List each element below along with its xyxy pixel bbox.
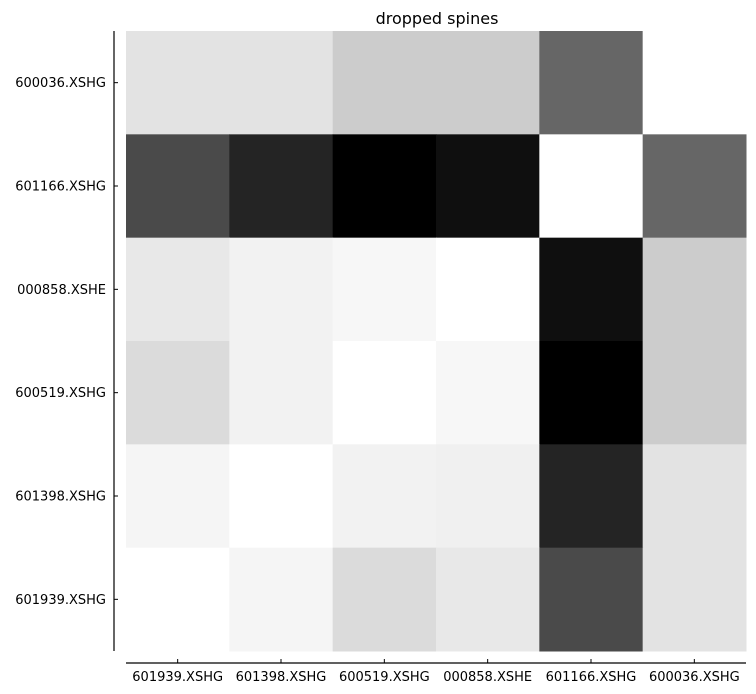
x-tick-label: 601166.XSHG: [546, 670, 637, 685]
x-axis-ticks: 601939.XSHG 601398.XSHG 600519.XSHG 000858.…: [132, 659, 740, 685]
y-tick-label: 600519.XSHG: [15, 386, 106, 401]
heatmap-cells: [126, 31, 747, 652]
chart-title: dropped spines: [376, 9, 499, 28]
heatmap-cell: [539, 444, 644, 549]
heatmap-cell: [126, 547, 230, 652]
heatmap-cell: [229, 341, 334, 445]
heatmap-cell: [332, 547, 437, 652]
y-tick-label: 601398.XSHG: [15, 490, 106, 505]
x-tick-label: 601398.XSHG: [236, 670, 327, 685]
x-tick-label: 600036.XSHG: [649, 670, 740, 685]
heatmap-cell: [436, 444, 540, 549]
heatmap-cell: [642, 444, 747, 549]
heatmap-cell: [642, 237, 747, 342]
heatmap-cell: [539, 134, 644, 239]
heatmap-cell: [229, 237, 334, 342]
heatmap-cell: [229, 134, 334, 239]
x-tick-label: 600519.XSHG: [339, 670, 430, 685]
heatmap-cell: [539, 31, 644, 135]
heatmap-cell: [126, 31, 230, 135]
y-tick-label: 601166.XSHG: [15, 180, 106, 195]
heatmap-cell: [332, 444, 437, 549]
heatmap-cell: [436, 341, 540, 445]
y-tick-label: 000858.XSHE: [17, 283, 106, 298]
heatmap-cell: [539, 341, 644, 445]
y-tick-label: 601939.XSHG: [15, 593, 106, 608]
heatmap-cell: [126, 444, 230, 549]
heatmap-cell: [436, 547, 540, 652]
heatmap-cell: [436, 134, 540, 239]
heatmap-cell: [126, 134, 230, 239]
x-tick-label: 601939.XSHG: [132, 670, 223, 685]
heatmap-cell: [642, 341, 747, 445]
heatmap-cell: [539, 547, 644, 652]
heatmap-cell: [229, 31, 334, 135]
heatmap-cell: [229, 444, 334, 549]
heatmap-cell: [332, 31, 437, 135]
heatmap-cell: [642, 134, 747, 239]
heatmap-cell: [332, 134, 437, 239]
heatmap-cell: [229, 547, 334, 652]
heatmap-cell: [332, 341, 437, 445]
heatmap-cell: [436, 237, 540, 342]
heatmap-cell: [642, 547, 747, 652]
heatmap-cell: [126, 341, 230, 445]
heatmap-cell: [436, 31, 540, 135]
heatmap-cell: [539, 237, 644, 342]
heatmap-cell: [332, 237, 437, 342]
heatmap-cell: [126, 237, 230, 342]
y-axis-ticks: 600036.XSHG 601166.XSHG 000858.XSHE 600519.…: [15, 76, 118, 608]
heatmap-cell: [642, 31, 747, 135]
x-tick-label: 000858.XSHE: [443, 670, 532, 685]
y-tick-label: 600036.XSHG: [15, 76, 106, 91]
